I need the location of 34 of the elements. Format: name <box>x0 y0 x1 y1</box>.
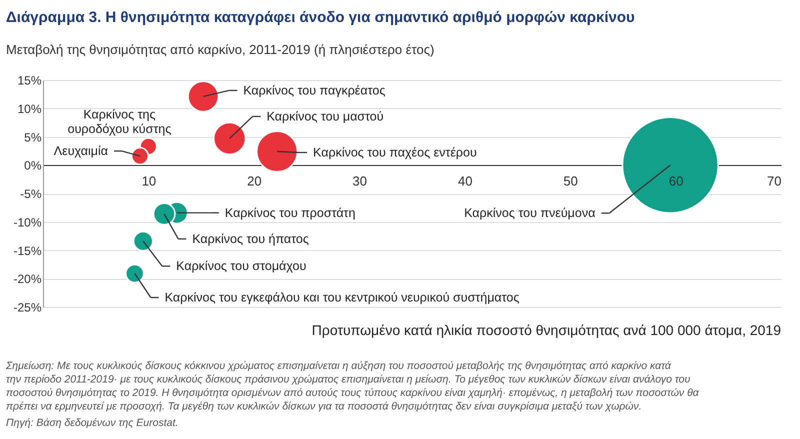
y-tick-label: -25% <box>13 300 42 314</box>
chart-title: Διάγραμμα 3. Η θνησιμότητα καταγράφει άνοδο για σημαντικό αριθμό μορφών καρκίνου <box>6 9 636 26</box>
text: Σημείωση: Με τους κυκλικούς δίσκους κόκκινου χρώματος επισημαίνεται η αύξηση του ποσοστού μεταβολής της θνησιμότητας από καρκίνο κατά <box>5 360 672 372</box>
y-tick-label: 10% <box>17 102 42 116</box>
annotation: Λευχαιμία <box>54 144 108 158</box>
y-tick-label: 5% <box>24 130 42 144</box>
y-tick-label: -20% <box>13 272 42 286</box>
y-tick-label: 0% <box>24 158 42 173</box>
annotation: Καρκίνος του ήπατος <box>192 232 309 246</box>
x-tick-label: 50 <box>563 174 578 189</box>
annotation: Καρκίνος του εγκεφάλου και του κεντρικού νευρικού συστήματος <box>164 290 520 305</box>
text: την περίοδο 2011-2019· με τους κυκλικούς δίσκους πράσινου χρώματος επισημαίνεται η μείωση. Το μέγεθος των κυκλικών δίσκων είναι ανάλογο του <box>6 374 690 386</box>
annotation: Καρκίνος του μαστού <box>266 109 384 124</box>
y-axis-title: Μεταβολή της θνησιμότητας από καρκίνο, 2011-2019 (ή πλησιέστερο έτος) <box>6 42 434 57</box>
y-tick-label: -15% <box>13 244 42 258</box>
y-tick-label: -10% <box>13 215 42 230</box>
x-tick-label: 40 <box>458 174 472 189</box>
annotation: Καρκίνος του προστάτη <box>224 206 356 220</box>
annotation: Καρκίνος της ουροδόχου κύστης <box>68 107 172 136</box>
x-tick-label: 20 <box>247 174 262 189</box>
x-tick-label: 60 <box>668 174 684 189</box>
annotation: Καρκίνος του στομάχου <box>176 259 306 274</box>
text: ποσοστού θνησιμότητας το 2019. Η θνησιμότητα ορισμένων από αυτούς τους τύπους καρκίνου είναι χαμηλή· επομένως, η μεταβολή των ποσοστών θα <box>6 387 700 399</box>
text: πρέπει να ερμηνευτεί με προσοχή. Τα μεγέθη των κυκλικών δίσκων για τα ποσοστά θνησιμότητας δεν είναι συγκρίσιμα μεταξύ των χωρών. <box>6 400 642 412</box>
x-tick-label: 70 <box>767 174 782 189</box>
x-tick-label: 30 <box>352 174 368 189</box>
x-tick-label: 10 <box>142 174 156 189</box>
annotation: Καρκίνος του πνεύμονα <box>464 206 596 220</box>
annotation: Καρκίνος του παχέος εντέρου <box>313 146 477 160</box>
y-tick-label: -5% <box>20 187 42 201</box>
annotation: Καρκίνος του παγκρέατος <box>243 83 386 98</box>
y-tick-label: 15% <box>17 74 42 88</box>
x-axis-title: Προτυπωμένο κατά ηλικία ποσοστό θνησιμότητας ανά 100 000 άτομα, 2019 <box>312 322 782 338</box>
text: Πηγή: Βάση δεδομένων της Eurostat. <box>6 417 178 429</box>
